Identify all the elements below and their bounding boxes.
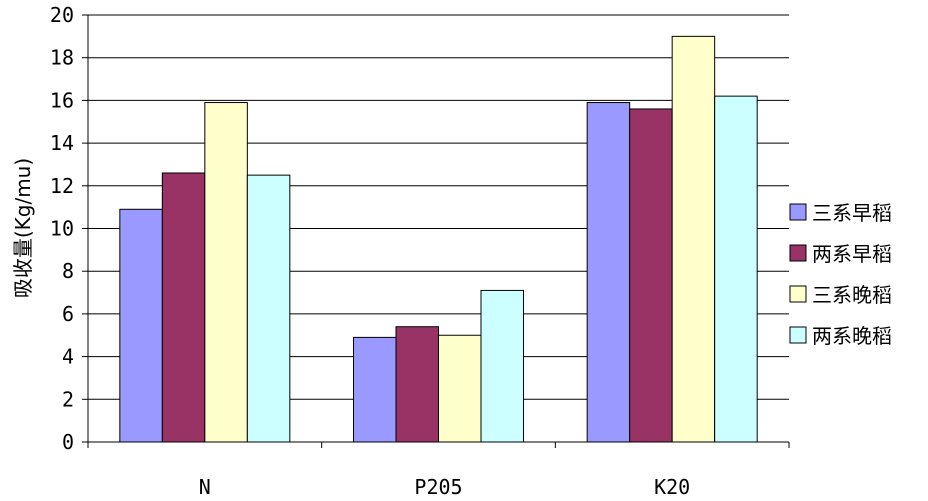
y-axis-label: 吸收量(Kg/mu) [11, 158, 35, 298]
legend-label: 两系早稻 [812, 242, 892, 266]
bar [119, 208, 163, 443]
x-category-label: N [199, 475, 211, 499]
bar [671, 35, 716, 443]
bar [586, 102, 631, 443]
bar [714, 95, 758, 443]
y-tick-label: 6 [62, 302, 74, 326]
y-tick-labels: 0 2 4 6 8 10 12 14 16 18 20 [50, 3, 74, 454]
y-tick-label: 2 [62, 387, 74, 411]
bar [480, 289, 524, 443]
bar [353, 336, 397, 443]
legend-swatch [789, 244, 807, 262]
y-tick-label: 12 [50, 174, 74, 198]
bar [629, 108, 673, 443]
bar [161, 172, 206, 443]
y-tick-label: 10 [50, 217, 74, 241]
legend-swatch [789, 285, 807, 303]
legend-label: 三系晚稻 [812, 283, 892, 307]
bar [246, 174, 291, 443]
bar [438, 334, 482, 443]
bar [204, 102, 248, 443]
legend-swatch [789, 326, 807, 344]
y-tick-label: 18 [50, 46, 74, 70]
x-category-label: P205 [414, 475, 462, 499]
bars [119, 35, 758, 443]
y-tick-label: 14 [50, 131, 74, 155]
x-category-labels: N P205 K20 [199, 475, 690, 499]
x-category-label: K20 [654, 475, 690, 499]
bar [395, 326, 439, 443]
y-tick-label: 8 [62, 259, 74, 283]
legend-label: 三系早稻 [812, 201, 892, 225]
y-tick-label: 4 [62, 345, 74, 369]
legend-swatch [789, 203, 807, 221]
y-tick-label: 16 [50, 88, 74, 112]
y-tick-label: 20 [50, 3, 74, 27]
y-tick-label: 0 [62, 430, 74, 454]
axes [82, 14, 790, 448]
legend-label: 两系晚稻 [812, 324, 892, 348]
